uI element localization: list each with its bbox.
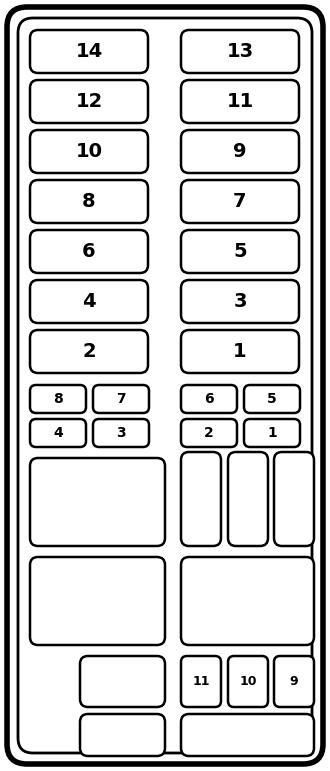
FancyBboxPatch shape xyxy=(181,230,299,273)
FancyBboxPatch shape xyxy=(181,452,221,546)
Text: 3: 3 xyxy=(116,426,126,440)
FancyBboxPatch shape xyxy=(93,419,149,447)
Text: 4: 4 xyxy=(53,426,63,440)
FancyBboxPatch shape xyxy=(30,80,148,123)
Text: 5: 5 xyxy=(267,392,277,406)
Text: 10: 10 xyxy=(239,675,257,688)
Text: 7: 7 xyxy=(116,392,126,406)
Text: 2: 2 xyxy=(204,426,214,440)
FancyBboxPatch shape xyxy=(181,280,299,323)
FancyBboxPatch shape xyxy=(244,385,300,413)
FancyBboxPatch shape xyxy=(274,656,314,707)
FancyBboxPatch shape xyxy=(181,656,221,707)
FancyBboxPatch shape xyxy=(181,80,299,123)
Text: 1: 1 xyxy=(233,342,247,361)
FancyBboxPatch shape xyxy=(30,280,148,323)
FancyBboxPatch shape xyxy=(30,557,165,645)
Text: 6: 6 xyxy=(204,392,214,406)
FancyBboxPatch shape xyxy=(30,330,148,373)
FancyBboxPatch shape xyxy=(80,714,165,756)
Text: 5: 5 xyxy=(233,242,247,261)
FancyBboxPatch shape xyxy=(80,656,165,707)
Text: 9: 9 xyxy=(290,675,298,688)
FancyBboxPatch shape xyxy=(244,419,300,447)
Text: 12: 12 xyxy=(75,92,103,111)
FancyBboxPatch shape xyxy=(7,7,323,764)
FancyBboxPatch shape xyxy=(274,452,314,546)
FancyBboxPatch shape xyxy=(228,656,268,707)
Text: 6: 6 xyxy=(82,242,96,261)
Text: 9: 9 xyxy=(233,142,247,161)
Text: 1: 1 xyxy=(267,426,277,440)
FancyBboxPatch shape xyxy=(181,180,299,223)
Text: 3: 3 xyxy=(233,292,247,311)
Text: 10: 10 xyxy=(76,142,103,161)
FancyBboxPatch shape xyxy=(30,180,148,223)
Text: 2: 2 xyxy=(82,342,96,361)
Text: 7: 7 xyxy=(233,192,247,211)
FancyBboxPatch shape xyxy=(181,130,299,173)
Text: 11: 11 xyxy=(226,92,254,111)
FancyBboxPatch shape xyxy=(30,230,148,273)
Text: 14: 14 xyxy=(75,42,103,61)
Text: 8: 8 xyxy=(53,392,63,406)
FancyBboxPatch shape xyxy=(181,714,314,756)
FancyBboxPatch shape xyxy=(181,330,299,373)
FancyBboxPatch shape xyxy=(228,452,268,546)
FancyBboxPatch shape xyxy=(93,385,149,413)
FancyBboxPatch shape xyxy=(30,30,148,73)
FancyBboxPatch shape xyxy=(181,419,237,447)
FancyBboxPatch shape xyxy=(181,30,299,73)
FancyBboxPatch shape xyxy=(181,557,314,645)
Text: 13: 13 xyxy=(226,42,253,61)
Text: 4: 4 xyxy=(82,292,96,311)
FancyBboxPatch shape xyxy=(30,130,148,173)
FancyBboxPatch shape xyxy=(30,385,86,413)
FancyBboxPatch shape xyxy=(181,385,237,413)
Text: 11: 11 xyxy=(192,675,210,688)
Text: 8: 8 xyxy=(82,192,96,211)
FancyBboxPatch shape xyxy=(18,18,312,753)
FancyBboxPatch shape xyxy=(30,419,86,447)
FancyBboxPatch shape xyxy=(30,458,165,546)
